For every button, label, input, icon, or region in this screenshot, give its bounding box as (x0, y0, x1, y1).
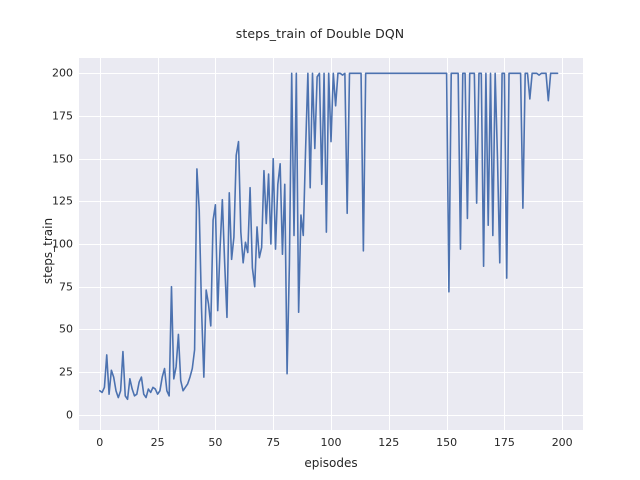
y-axis-ticks: 0 25 50 75 100 125 150 175 200 (3, 58, 73, 430)
y-tick-label: 100 (52, 237, 73, 251)
gridline-horizontal (79, 286, 583, 288)
plot-area (79, 58, 583, 430)
x-tick-label: 0 (96, 436, 104, 449)
y-tick-label: 75 (59, 280, 73, 294)
y-tick-label: 175 (52, 109, 73, 123)
x-tick-label: 75 (266, 436, 281, 449)
gridline-horizontal (79, 371, 583, 374)
x-tick-label: 175 (493, 436, 515, 449)
y-tick-label: 125 (52, 194, 73, 208)
gridline-horizontal (79, 201, 583, 203)
gridline-horizontal (79, 244, 583, 246)
series-line (99, 72, 559, 401)
y-tick-label: 200 (52, 66, 73, 80)
x-tick-label: 200 (551, 436, 573, 449)
y-tick-label: 50 (59, 322, 73, 336)
gridline-horizontal (79, 116, 583, 118)
gridline-horizontal (79, 414, 583, 416)
gridline-horizontal (79, 158, 583, 160)
y-tick-label: 0 (66, 408, 73, 422)
x-tick-label: 50 (208, 436, 223, 449)
y-tick-label: 25 (59, 365, 73, 379)
y-tick-label: 150 (52, 152, 73, 166)
x-tick-label: 150 (436, 436, 458, 449)
x-axis-label: episodes (304, 456, 358, 470)
x-tick-label: 125 (378, 436, 400, 449)
gridline-horizontal (79, 73, 583, 75)
x-axis-ticks: 0 25 50 75 100 125 150 175 200 (79, 436, 583, 452)
series-line-chart (99, 72, 559, 401)
x-tick-label: 25 (150, 436, 165, 449)
y-axis-label: steps_train (41, 217, 55, 285)
gridline-horizontal (79, 329, 583, 331)
x-tick-label: 100 (320, 436, 342, 449)
page-title: steps_train of Double DQN (235, 26, 405, 41)
